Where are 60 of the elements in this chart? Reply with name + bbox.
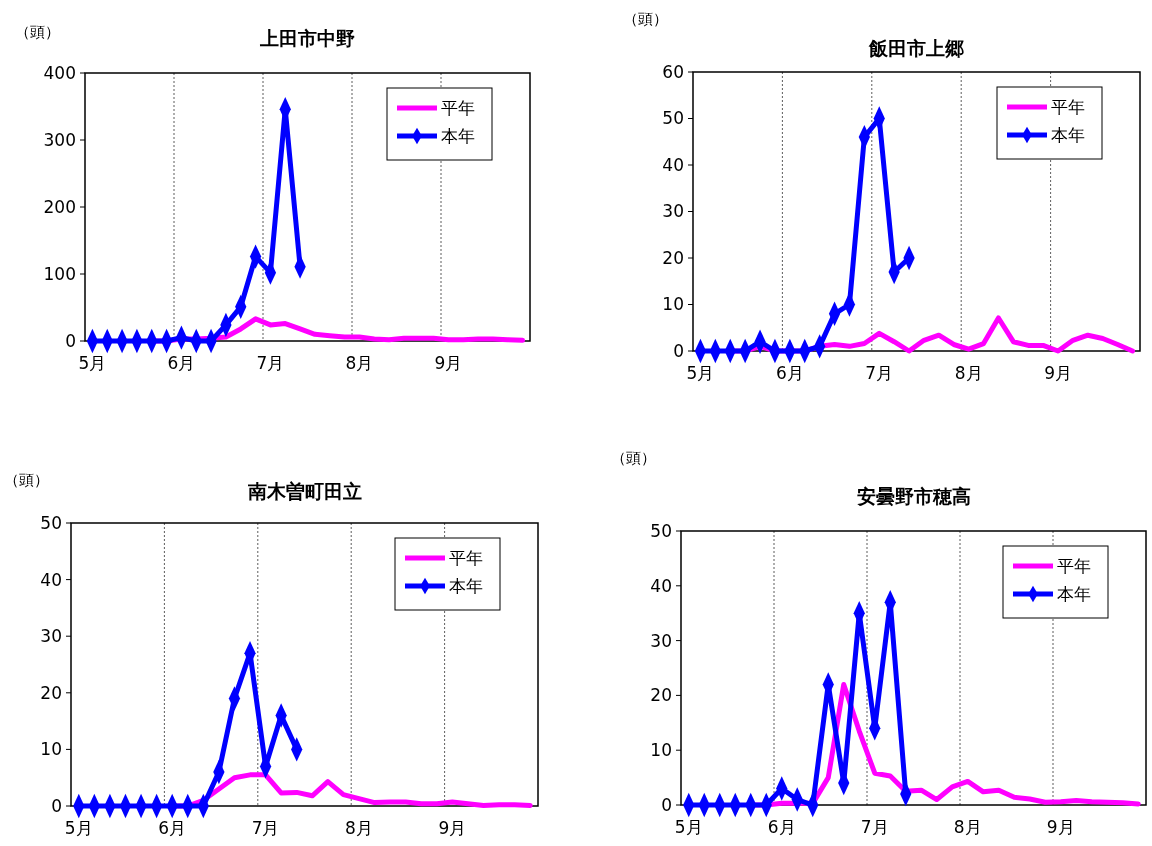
y-axis-title: （頭）: [15, 23, 60, 41]
y-tick-label: 50: [650, 520, 672, 541]
legend-label: 本年: [441, 125, 475, 146]
y-tick-label: 100: [43, 263, 76, 284]
legend-label: 平年: [1051, 96, 1085, 117]
x-tick-label: 5月: [64, 818, 93, 838]
legend-label: 本年: [1057, 583, 1091, 604]
legend-label: 本年: [449, 575, 483, 596]
y-axis-title: （頭）: [4, 471, 49, 489]
x-tick-label: 6月: [767, 817, 796, 837]
x-tick-label: 8月: [345, 818, 373, 838]
legend-label: 平年: [1057, 555, 1091, 576]
x-tick-label: 9月: [1046, 817, 1075, 837]
x-tick-label: 7月: [251, 818, 280, 838]
y-tick-label: 60: [662, 61, 684, 82]
x-tick-label: 9月: [438, 818, 467, 838]
y-tick-label: 30: [662, 201, 684, 222]
x-tick-label: 5月: [78, 353, 107, 373]
chart-title: 上田市中野: [259, 27, 355, 49]
y-tick-label: 20: [662, 247, 684, 268]
x-tick-label: 9月: [434, 353, 463, 373]
y-tick-label: 0: [65, 330, 76, 351]
chart-title: 南木曽町田立: [246, 480, 362, 502]
y-tick-label: 400: [43, 62, 76, 83]
chart-title: 安曇野市穂高: [856, 485, 971, 507]
y-tick-label: 0: [51, 795, 62, 816]
x-tick-label: 9月: [1044, 363, 1072, 383]
y-tick-label: 30: [40, 626, 62, 647]
x-tick-label: 6月: [775, 363, 804, 383]
legend-label: 平年: [449, 547, 483, 568]
y-tick-label: 20: [650, 685, 672, 706]
x-tick-label: 8月: [345, 353, 374, 373]
x-tick-label: 8月: [954, 363, 983, 383]
x-tick-label: 8月: [953, 817, 982, 837]
x-tick-label: 7月: [865, 363, 894, 383]
x-tick-label: 6月: [167, 353, 196, 373]
y-tick-label: 40: [40, 569, 62, 590]
y-axis-title: （頭）: [623, 10, 668, 28]
y-tick-label: 10: [650, 740, 672, 761]
y-tick-label: 300: [43, 129, 76, 150]
y-tick-label: 40: [650, 575, 672, 596]
x-tick-label: 7月: [256, 353, 285, 373]
chart-title: 飯田市上郷: [868, 37, 964, 59]
y-tick-label: 40: [662, 154, 684, 175]
x-tick-label: 7月: [860, 817, 889, 837]
x-tick-label: 6月: [158, 818, 187, 838]
y-tick-label: 50: [662, 108, 684, 129]
y-tick-label: 0: [661, 794, 672, 815]
legend-label: 本年: [1051, 124, 1085, 145]
y-tick-label: 200: [43, 196, 76, 217]
y-tick-label: 30: [650, 630, 672, 651]
x-tick-label: 5月: [674, 817, 703, 837]
legend-label: 平年: [441, 97, 475, 118]
y-tick-label: 10: [40, 739, 62, 760]
y-tick-label: 10: [662, 294, 684, 315]
y-tick-label: 20: [40, 682, 62, 703]
y-tick-label: 50: [40, 512, 62, 533]
y-tick-label: 0: [673, 340, 684, 361]
x-tick-label: 5月: [686, 363, 715, 383]
y-axis-title: （頭）: [611, 449, 656, 467]
